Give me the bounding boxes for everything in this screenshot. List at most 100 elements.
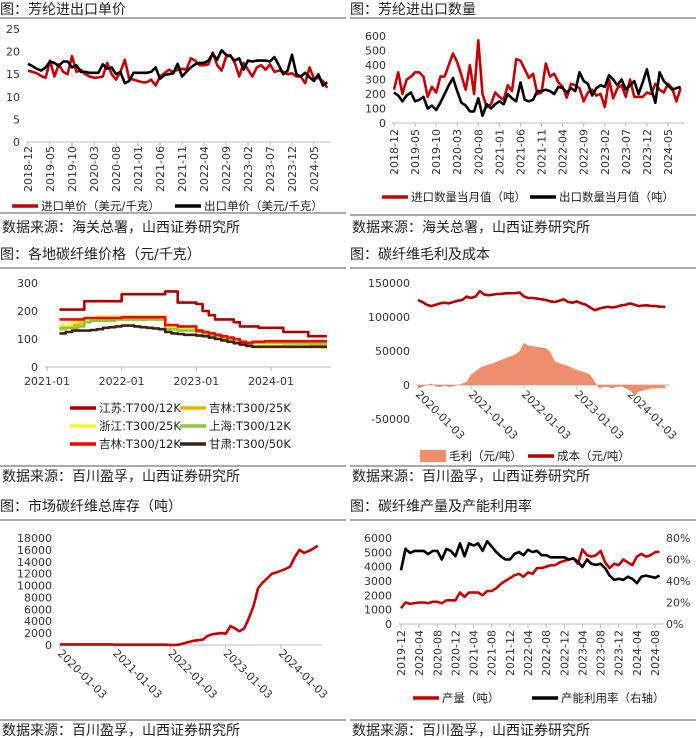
legend-label: 进口单价（美元/千克） — [41, 199, 160, 213]
x-tick-label: 2023-08 — [595, 630, 608, 676]
legend-swatch — [420, 450, 446, 462]
y-tick-label: 8000 — [24, 591, 52, 604]
x-tick-label: 2021-06 — [154, 146, 167, 192]
x-tick-label: 2018-12 — [388, 129, 401, 175]
y-tick-label: 0 — [385, 618, 392, 631]
x-tick-label: 2020-03 — [451, 129, 464, 175]
y-tick-label: 200 — [17, 305, 38, 318]
chart-title: 图：芳纶进出口数量 — [350, 1, 476, 18]
legend-label: 甘肃:T300/50K — [209, 437, 291, 451]
y-tick-label: 300 — [365, 74, 386, 87]
x-tick-label: 2022-01 — [99, 375, 145, 388]
x-tick-label: 2021-12 — [504, 630, 517, 676]
x-tick-label: 2018-12 — [22, 146, 35, 192]
y-right-tick-label: 40% — [666, 575, 690, 588]
x-tick-label: 2021-11 — [536, 129, 549, 175]
x-tick-label: 2021-04 — [468, 630, 481, 676]
legend-label: 出口数量当月值（吨） — [559, 190, 674, 204]
x-tick-label: 2024-05 — [308, 146, 321, 192]
y-tick-label: 100000 — [368, 311, 410, 324]
x-tick-label: 2020-01-03 — [55, 647, 109, 701]
y-tick-label: 300 — [17, 277, 38, 290]
y-right-tick-label: 60% — [666, 554, 690, 567]
x-tick-label: 2024-04 — [631, 630, 644, 676]
y-tick-label: 5000 — [364, 546, 392, 559]
x-tick-label: 2024-01-03 — [276, 647, 330, 701]
series-line-2 — [399, 539, 661, 585]
x-tick-label: 2022-12 — [558, 630, 571, 676]
y-tick-label: 14000 — [17, 556, 52, 569]
y-tick-label: 10000 — [17, 580, 52, 593]
y-tick-label: 18000 — [17, 532, 52, 545]
legend-label: 产量（吨） — [442, 691, 500, 705]
y-tick-label: 20 — [6, 46, 20, 59]
y-tick-label: 5 — [13, 113, 20, 126]
x-tick-label: 2022-01-03 — [519, 388, 573, 442]
y-tick-label: -50000 — [371, 413, 410, 426]
x-tick-label: 2020-01-03 — [413, 388, 467, 442]
chart-title: 图：碳纤维产量及产能利用率 — [350, 498, 532, 515]
legend-label: 浙江:T300/25K — [99, 419, 181, 433]
series-line-2 — [393, 68, 682, 118]
series-line-1 — [392, 39, 682, 109]
series-line-6 — [59, 324, 327, 349]
y-tick-label: 200 — [365, 88, 386, 101]
series-line-1 — [59, 290, 327, 338]
legend-label: 产能利用率（右轴） — [561, 691, 665, 705]
y-tick-label: 2000 — [364, 589, 392, 602]
chart-title: 图：芳纶进出口单价 — [0, 1, 126, 18]
source-note: 数据来源：百川盈孚，山西证券研究所 — [352, 469, 590, 485]
x-tick-label: 2024-01-03 — [625, 388, 679, 442]
y-tick-label: 1000 — [364, 604, 392, 617]
y-tick-label: 500 — [365, 45, 386, 58]
x-tick-label: 2020-12 — [449, 630, 462, 676]
y-tick-label: 150000 — [368, 277, 410, 290]
y-tick-label: 100 — [17, 333, 38, 346]
x-tick-label: 2021-01 — [132, 146, 145, 192]
series-line-1 — [399, 548, 660, 610]
x-tick-label: 2022-04 — [198, 146, 211, 192]
x-tick-label: 2023-02 — [599, 129, 612, 175]
x-tick-label: 2023-01 — [173, 375, 219, 388]
y-right-tick-label: 0% — [666, 618, 683, 631]
legend-label: 毛利（元/吨） — [449, 449, 522, 463]
x-tick-label: 2022-01-03 — [165, 647, 219, 701]
legend-label: 成本（元/吨） — [557, 449, 630, 463]
y-right-tick-label: 80% — [666, 532, 690, 545]
x-tick-label: 2022-08 — [540, 630, 553, 676]
x-tick-label: 2021-08 — [486, 630, 499, 676]
x-tick-label: 2023-12 — [613, 630, 626, 676]
chart-panel-3: 图：各地碳纤维价格（元/千克） 数据来源：百川盈孚，山西证券研究所 0 100 200 3… — [0, 247, 346, 485]
y-tick-label: 0 — [45, 639, 52, 652]
series-area-1 — [418, 342, 666, 396]
x-tick-label: 2023-12 — [286, 146, 299, 192]
x-tick-label: 2020-08 — [110, 146, 123, 192]
y-tick-label: 15 — [6, 68, 20, 81]
x-tick-label: 2021-01-03 — [466, 388, 520, 442]
x-tick-label: 2023-04 — [576, 630, 589, 676]
x-tick-label: 2021-01 — [493, 129, 506, 175]
x-tick-label: 2023-01-03 — [572, 388, 626, 442]
series-line-2 — [417, 289, 666, 312]
x-tick-label: 2024-08 — [649, 630, 662, 676]
x-tick-label: 2019-05 — [409, 129, 422, 175]
source-note: 数据来源：百川盈孚，山西证券研究所 — [352, 723, 590, 738]
y-tick-label: 10 — [6, 91, 20, 104]
y-tick-label: 0 — [31, 361, 38, 374]
y-tick-label: 100 — [365, 103, 386, 116]
y-tick-label: 12000 — [17, 568, 52, 581]
legend-label: 上海:T300/12K — [209, 419, 291, 433]
x-tick-label: 2020-04 — [413, 630, 426, 676]
source-note: 数据来源：海关总署，山西证券研究所 — [2, 220, 240, 236]
source-note: 数据来源：海关总署，山西证券研究所 — [352, 220, 590, 236]
chart-panel-5: 图：市场碳纤维总库存（吨） 数据来源：百川盈孚，山西证券研究所 0200040006… — [0, 498, 346, 738]
x-tick-label: 2022-04 — [557, 129, 570, 175]
x-tick-label: 2023-01-03 — [221, 647, 275, 701]
x-tick-label: 2023-02 — [242, 146, 255, 192]
y-tick-label: 3000 — [364, 575, 392, 588]
y-tick-label: 4000 — [24, 615, 52, 628]
legend-label: 吉林:T300/12K — [99, 437, 181, 451]
